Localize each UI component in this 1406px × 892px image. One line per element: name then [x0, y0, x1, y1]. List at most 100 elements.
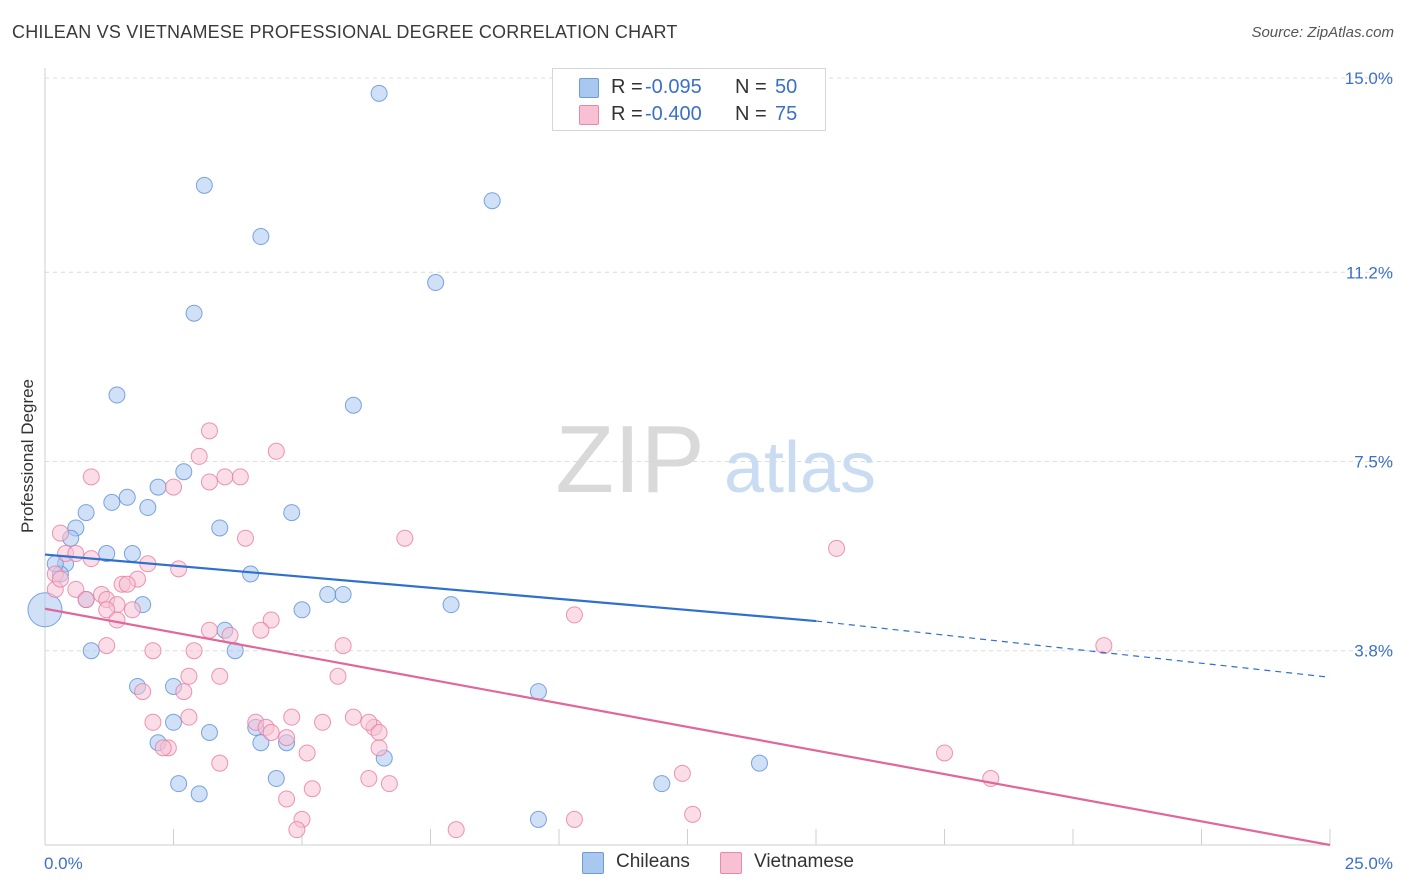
chilean-point: [344, 396, 362, 414]
vietnamese-point: [396, 529, 414, 547]
vietnamese-point: [118, 575, 136, 593]
axes: [44, 68, 1331, 846]
chilean-point: [283, 504, 301, 522]
chilean-point: [211, 519, 229, 537]
n-value: 50: [775, 76, 798, 98]
vietnamese-point: [262, 724, 280, 742]
n-value: 75: [775, 103, 798, 125]
vietnamese-point: [288, 821, 306, 839]
n-label: N =: [735, 76, 767, 98]
y-tick-label: 15.0%: [1345, 69, 1393, 88]
vietnamese-point: [360, 713, 378, 731]
vietnamese-point: [98, 601, 116, 619]
vietnamese-point: [165, 478, 182, 496]
watermark-zip: ZIP: [555, 406, 704, 513]
vietnamese-point: [200, 422, 218, 440]
chilean-point: [82, 642, 100, 660]
vietnamese-trend-line: [44, 607, 1331, 847]
vietnamese-point: [82, 468, 100, 486]
chilean-point: [334, 585, 352, 603]
chart-title: CHILEAN VS VIETNAMESE PROFESSIONAL DEGRE…: [12, 22, 678, 42]
vietnamese-point: [185, 642, 203, 660]
chilean-point: [252, 734, 270, 752]
chilean-point: [483, 192, 501, 210]
vietnamese-point: [77, 591, 95, 609]
vietnamese-point: [51, 570, 69, 588]
vietnamese-point: [175, 683, 193, 701]
legend-swatch-chileans: [582, 852, 604, 874]
chilean-point: [98, 545, 116, 563]
vietnamese-point: [278, 729, 296, 747]
vietnamese-point: [314, 713, 332, 731]
vietnamese-point: [216, 468, 234, 486]
vietnamese-point: [67, 580, 85, 598]
vietnamese-point: [200, 621, 218, 639]
r-value: -0.400: [645, 103, 702, 125]
chilean-point: [139, 499, 157, 517]
vietnamese-point: [67, 545, 85, 563]
r-value: -0.095: [645, 76, 702, 98]
legend-label-chileans: Chileans: [616, 851, 690, 872]
chileans-trend-line: [44, 553, 817, 623]
vietnamese-point: [298, 744, 316, 762]
vietnamese-point: [380, 775, 398, 793]
vietnamese-point: [684, 805, 702, 823]
watermark-atlas: atlas: [724, 428, 876, 508]
chilean-point: [267, 770, 285, 788]
vietnamese-point: [190, 447, 208, 465]
chilean-point: [200, 724, 218, 742]
chilean-point: [750, 754, 768, 772]
vietnamese-point: [936, 744, 953, 762]
chilean-point: [103, 493, 121, 511]
trend-lines: [44, 553, 1331, 847]
vietnamese-point: [180, 667, 198, 685]
vietnamese-point: [278, 790, 296, 808]
vietnamese-point: [236, 529, 254, 547]
legend-swatch-vietnamese: [720, 852, 742, 874]
vietnamese-point: [252, 621, 270, 639]
vietnamese-point: [134, 683, 152, 701]
vietnamese-point: [170, 560, 188, 578]
vietnamese-point: [267, 442, 285, 460]
chilean-point: [319, 585, 337, 603]
vietnamese-point: [673, 764, 691, 782]
r-label: R =: [611, 103, 643, 125]
correlation-legend: R = -0.095 N = 50 R = -0.400 N = 75: [552, 68, 826, 131]
vietnamese-point: [1095, 637, 1113, 655]
y-tick-label: 3.8%: [1354, 642, 1393, 661]
vietnamese-point: [447, 821, 465, 839]
chilean-point: [123, 545, 141, 563]
r-label: R =: [611, 76, 643, 98]
chilean-point: [529, 683, 547, 701]
chilean-point: [195, 176, 213, 194]
chilean-point: [185, 304, 203, 322]
vietnamese-point: [565, 606, 583, 624]
vietnamese-point: [51, 524, 69, 542]
chilean-point: [190, 785, 208, 803]
chilean-point: [175, 463, 193, 481]
chilean-point: [529, 810, 547, 828]
source-label: Source: ZipAtlas.com: [1251, 24, 1394, 41]
y-tick-label: 7.5%: [1354, 453, 1393, 472]
chilean-point: [442, 596, 460, 614]
x-tick-label-min: 0.0%: [44, 854, 83, 873]
chilean-point: [165, 713, 182, 731]
tick-labels: 3.8% 7.5% 11.2% 15.0% 0.0% 25.0%: [44, 69, 1393, 873]
chilean-point: [118, 488, 136, 506]
legend-swatch-chileans: [579, 78, 599, 98]
vietnamese-point: [370, 739, 388, 757]
vietnamese-point: [303, 780, 321, 798]
grid-lines: [45, 77, 1395, 652]
vietnamese-point: [283, 708, 301, 726]
chilean-point: [242, 565, 260, 583]
vietnamese-point: [200, 473, 218, 491]
vietnamese-point: [360, 770, 378, 788]
vietnamese-point: [370, 724, 388, 742]
vietnamese-point: [144, 642, 162, 660]
vietnamese-point: [329, 667, 347, 685]
vietnamese-point: [565, 810, 583, 828]
chilean-point: [108, 386, 126, 404]
chilean-point: [293, 601, 311, 619]
chilean-point: [370, 84, 388, 102]
